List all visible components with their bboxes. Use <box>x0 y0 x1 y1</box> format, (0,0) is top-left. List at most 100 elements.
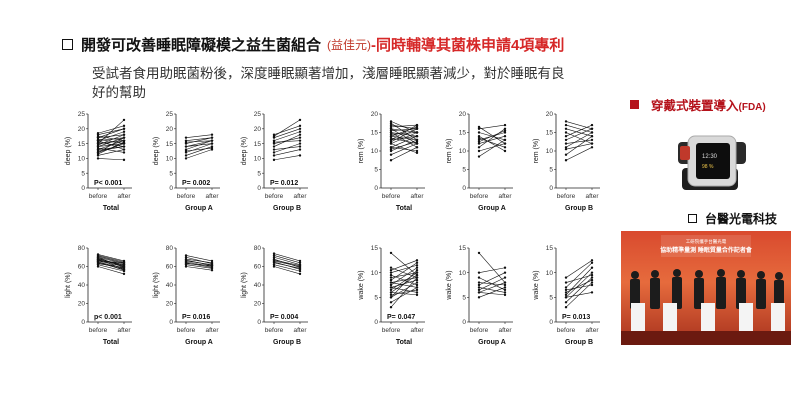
subject-line <box>565 124 593 133</box>
subject-line <box>185 266 213 271</box>
data-point-before <box>564 131 568 134</box>
slide-title: 開發可改善睡眠障礙模之益生菌組合 (益佳元) -同時輔導其菌株申請4項專利 <box>62 34 564 54</box>
chart-svg: 0 20 40 60 80 before after light (%) P= 0.016 Gro… <box>153 245 220 346</box>
data-point-after <box>298 133 302 136</box>
data-point-after <box>415 291 419 294</box>
y-tick-label: 15 <box>78 141 86 148</box>
data-point-after <box>503 291 507 294</box>
data-point-before <box>184 145 188 148</box>
subject-line <box>185 261 213 267</box>
data-point-after <box>415 259 419 262</box>
data-point-before <box>96 256 100 259</box>
subject-line <box>478 292 506 296</box>
subject-line <box>185 149 213 159</box>
data-point-after <box>590 283 594 287</box>
subject-line <box>185 137 213 144</box>
y-tick-label: 15 <box>371 130 379 137</box>
subject-line <box>390 267 418 278</box>
data-point-before <box>389 123 393 127</box>
data-point-after <box>298 124 302 128</box>
data-point-before <box>564 146 568 149</box>
subject-line <box>273 253 301 262</box>
data-point-after <box>503 288 507 292</box>
y-axis-label: wake (%) <box>358 270 365 300</box>
subject-line <box>565 274 593 283</box>
data-point-after <box>415 283 419 287</box>
data-point-after <box>590 291 594 294</box>
company-heading: 台醫光電科技 <box>688 210 777 227</box>
data-point-after <box>210 146 214 150</box>
y-tick-label: 25 <box>78 111 86 118</box>
data-point-before <box>184 149 188 153</box>
data-point-before <box>96 262 100 265</box>
data-point-after <box>298 145 302 148</box>
data-point-before <box>96 132 100 135</box>
x-tick-label: after <box>293 327 307 334</box>
data-point-before <box>389 283 393 287</box>
x-tick-label: after <box>498 193 512 200</box>
subject-line <box>565 277 593 303</box>
subject-line <box>390 124 418 128</box>
subject-line <box>390 260 418 271</box>
data-point-before <box>477 131 481 134</box>
data-point-before <box>477 296 481 299</box>
y-tick-label: 60 <box>78 264 86 271</box>
data-point-before <box>389 135 393 138</box>
y-tick-label: 15 <box>459 130 467 137</box>
subject-line <box>97 256 125 264</box>
subject-line <box>185 143 213 147</box>
data-point-after <box>503 146 507 149</box>
data-point-before <box>564 291 568 294</box>
subject-line <box>390 264 418 273</box>
data-point-before <box>389 306 393 309</box>
group-label: Total <box>396 205 412 212</box>
device-title: 穿戴式裝置導入 <box>651 99 739 113</box>
data-point-before <box>564 138 568 142</box>
subject-line <box>478 126 506 144</box>
subject-line <box>478 287 506 293</box>
data-point-before <box>564 288 568 292</box>
subject-line <box>390 267 418 286</box>
chart-svg: 0 5 10 15 before after wake (%) Group A <box>446 245 513 346</box>
subject-line <box>185 147 213 152</box>
data-point-before <box>564 142 568 145</box>
subject-line <box>478 267 506 273</box>
data-point-after <box>122 118 126 122</box>
subject-line <box>478 128 506 148</box>
svg-text:98 %: 98 % <box>702 164 714 170</box>
y-tick-label: 0 <box>169 319 173 326</box>
subject-line <box>565 135 593 155</box>
data-point-before <box>564 147 568 151</box>
data-point-before <box>564 159 568 162</box>
chart-svg: 0 5 10 15 before after wake (%) P= 0.047 Total <box>358 245 425 346</box>
group-label: Group B <box>273 339 301 346</box>
subject-line <box>273 149 301 156</box>
subject-line <box>185 259 213 266</box>
data-point-before <box>477 127 481 130</box>
subject-line <box>185 263 213 266</box>
data-point-after <box>298 154 302 157</box>
data-point-after <box>503 149 507 153</box>
chart-svg: 0 20 40 60 80 before after light (%) P= 0.004 Gro… <box>241 245 308 346</box>
subject-line <box>478 277 506 291</box>
data-point-after <box>298 269 302 273</box>
data-point-before <box>272 254 276 257</box>
x-tick-label: before <box>177 327 196 334</box>
data-point-after <box>590 259 594 262</box>
data-point-before <box>477 283 481 287</box>
data-point-before <box>389 127 393 130</box>
data-point-after <box>590 142 594 145</box>
data-point-before <box>564 120 568 123</box>
subject-line <box>273 259 301 266</box>
data-point-before <box>389 301 393 304</box>
data-point-after <box>210 264 214 267</box>
x-tick-label: after <box>205 327 219 334</box>
data-point-before <box>477 149 481 153</box>
data-point-after <box>590 127 594 130</box>
y-tick-label: 5 <box>169 170 173 177</box>
data-point-before <box>96 139 100 142</box>
data-point-after <box>210 262 214 265</box>
data-point-after <box>122 261 126 264</box>
data-point-before <box>96 260 100 264</box>
subject-line <box>185 140 213 143</box>
